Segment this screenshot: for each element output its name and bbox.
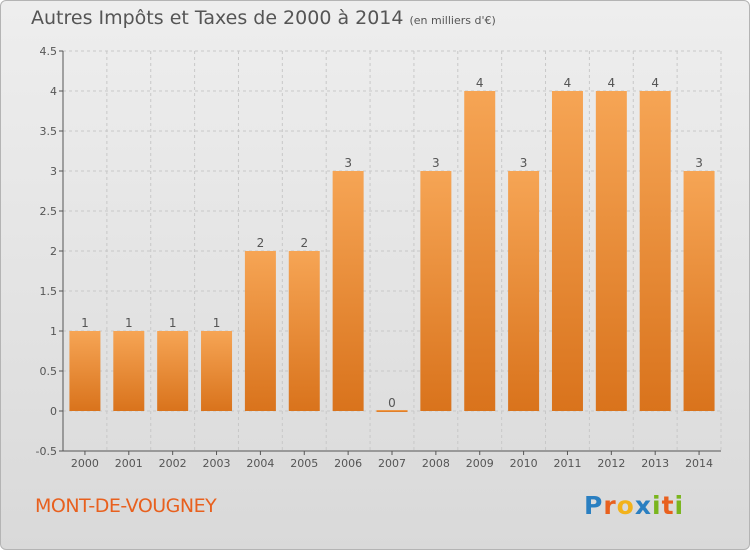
bar-value-label: 4 <box>651 76 659 90</box>
y-tick-label: -0.5 <box>36 445 57 458</box>
bar <box>157 331 189 411</box>
x-tick-label: 2009 <box>466 457 494 470</box>
x-tick-label: 2001 <box>115 457 143 470</box>
labels: -0.5 0 0.5 1 1.5 2 2.5 3 3.5 4 4.5 1 2000 1 2001 1 2002 1… <box>36 45 714 470</box>
bar <box>639 91 671 411</box>
logo-letter: x <box>634 491 652 520</box>
bar-value-label: 4 <box>476 76 484 90</box>
y-tick-label: 4 <box>50 85 57 98</box>
logo-letter: o <box>616 491 635 520</box>
bar-value-label: 1 <box>213 316 221 330</box>
x-tick-label: 2008 <box>422 457 450 470</box>
x-tick-label: 2002 <box>159 457 187 470</box>
y-tick-label: 1 <box>50 325 57 338</box>
logo-letter: P <box>584 491 604 520</box>
bar-value-label: 1 <box>125 316 133 330</box>
y-tick-label: 0 <box>50 405 57 418</box>
bar-value-label: 2 <box>257 236 265 250</box>
y-tick-label: 4.5 <box>40 45 58 58</box>
bar <box>683 171 715 411</box>
bar-value-label: 3 <box>520 156 528 170</box>
x-tick-label: 2014 <box>685 457 713 470</box>
bar <box>595 91 627 411</box>
x-tick-label: 2000 <box>71 457 99 470</box>
logo-letter: i <box>652 491 662 520</box>
logo-letter: r <box>603 491 617 520</box>
bar <box>201 331 233 411</box>
proxiti-logo[interactable]: Proxiti <box>584 491 684 520</box>
bar-value-label: 1 <box>169 316 177 330</box>
y-tick-label: 2.5 <box>40 205 58 218</box>
title-unit: (en milliers d'€) <box>409 14 496 27</box>
bars <box>69 91 715 412</box>
chart-title: Autres Impôts et Taxes de 2000 à 2014 (en… <box>31 7 496 29</box>
bar-value-label: 4 <box>608 76 616 90</box>
x-tick-label: 2010 <box>510 457 538 470</box>
commune-name: MONT-DE-VOUGNEY <box>35 495 217 517</box>
y-tick-label: 1.5 <box>40 285 58 298</box>
x-tick-label: 2011 <box>553 457 581 470</box>
bar-value-label: 3 <box>695 156 703 170</box>
bar <box>288 251 320 411</box>
x-tick-label: 2006 <box>334 457 362 470</box>
bar-value-label: 3 <box>432 156 440 170</box>
x-tick-label: 2003 <box>203 457 231 470</box>
bar <box>420 171 452 411</box>
x-tick-label: 2005 <box>290 457 318 470</box>
bar <box>376 410 408 412</box>
bar <box>464 91 496 411</box>
logo-letter: i <box>674 491 685 520</box>
y-tick-label: 3.5 <box>40 125 58 138</box>
y-tick-label: 3 <box>50 165 57 178</box>
bar-value-label: 0 <box>388 396 396 410</box>
bar-value-label: 1 <box>81 316 89 330</box>
y-tick-label: 2 <box>50 245 57 258</box>
x-tick-label: 2007 <box>378 457 406 470</box>
bar-value-label: 2 <box>300 236 308 250</box>
bar <box>551 91 583 411</box>
bar <box>508 171 540 411</box>
x-tick-label: 2013 <box>641 457 669 470</box>
axes <box>59 50 721 455</box>
bar <box>332 171 364 411</box>
bar <box>244 251 276 411</box>
title-text: Autres Impôts et Taxes de 2000 à 2014 <box>31 7 404 29</box>
y-tick-label: 0.5 <box>40 365 58 378</box>
x-tick-label: 2012 <box>597 457 625 470</box>
x-tick-label: 2004 <box>246 457 274 470</box>
bar-value-label: 3 <box>344 156 352 170</box>
bar <box>69 331 101 411</box>
logo-letter: t <box>661 491 675 520</box>
bar <box>113 331 145 411</box>
bar-value-label: 4 <box>564 76 572 90</box>
